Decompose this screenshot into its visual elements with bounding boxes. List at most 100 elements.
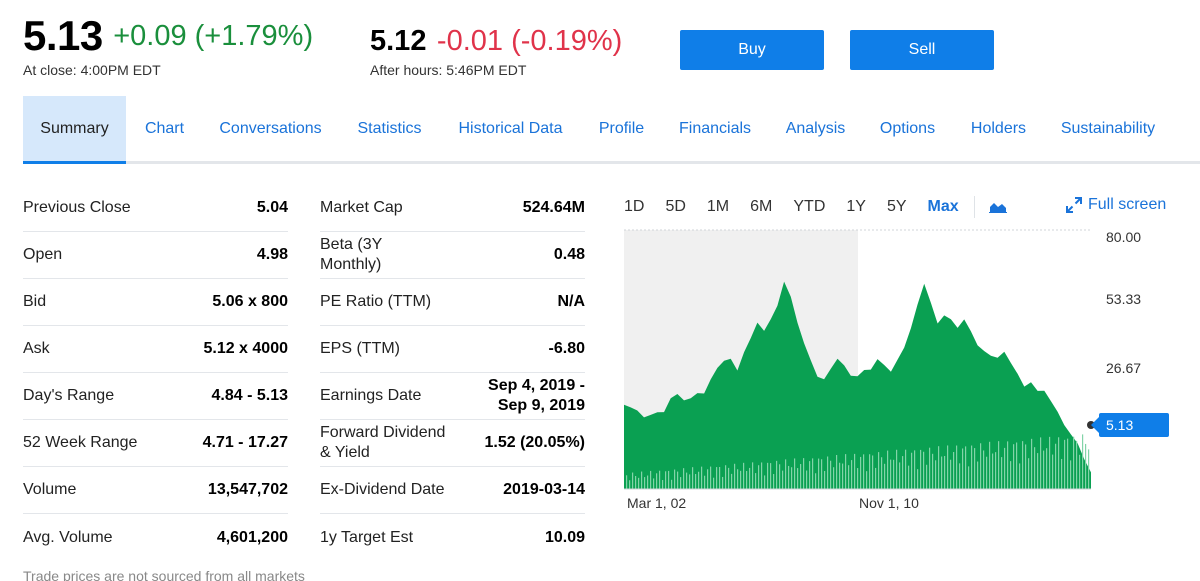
volume-bar [689,474,691,489]
range-1y[interactable]: 1Y [846,198,866,215]
volume-bar [788,465,790,489]
volume-bar [959,463,961,489]
volume-bar [1004,447,1006,489]
volume-bar [731,473,733,489]
stat-label: Volume [23,481,77,498]
volume-bar [746,470,748,489]
volume-bar [767,462,769,489]
tab-statistics[interactable]: Statistics [357,119,422,137]
tab-profile[interactable]: Profile [598,119,645,137]
volume-bar [848,465,850,489]
volume-bar [914,450,916,489]
range-5d[interactable]: 5D [665,198,686,215]
volume-bar [812,458,814,489]
stat-label: PE Ratio (TTM) [320,293,432,310]
volume-bar [860,456,862,489]
range-ytd[interactable]: YTD [793,198,826,215]
stat-value: 5.06 x 800 [212,293,288,310]
volume-bar [695,473,697,489]
volume-bar [890,459,892,489]
volume-bar [884,463,886,489]
y-axis-tick: 53.33 [1106,291,1142,307]
volume-bar [662,480,664,489]
volume-bar [1010,461,1012,489]
volume-bar [827,456,829,489]
buy-button[interactable]: Buy [680,30,824,70]
volume-bar [653,478,655,489]
volume-bar [686,472,688,489]
stat-value: 5.12 x 4000 [203,340,288,357]
tab-options[interactable]: Options [879,119,936,137]
volume-bar [953,452,955,489]
stat-label: Avg. Volume [23,528,113,546]
divider [973,196,975,218]
tab-chart[interactable]: Chart [144,119,185,137]
volume-bar [758,465,760,489]
stat-row-52-week-range: 52 Week Range 4.71 - 17.27 [23,420,288,467]
quote-header: 5.13 +0.09 (+1.79%) [23,12,313,60]
volume-bar [1019,463,1021,489]
volume-bar [677,471,679,489]
volume-bar [722,476,724,489]
volume-bar [713,477,715,489]
volume-bar [932,453,934,489]
volume-bar [1022,441,1024,489]
stat-value: 4.84 - 5.13 [211,387,289,404]
stat-value: N/A [557,293,585,310]
volume-bar [806,470,808,489]
tab-financials[interactable]: Financials [678,119,752,137]
stat-row-bid: Bid 5.06 x 800 [23,279,288,326]
volume-bar [707,469,709,489]
volume-bar [950,459,952,489]
range-max[interactable]: Max [927,198,959,215]
fullscreen-button[interactable]: Full screen [1066,196,1166,214]
volume-bar [974,448,976,489]
volume-bar [923,451,925,489]
volume-bar [947,445,949,489]
volume-bar [698,471,700,489]
volume-bar [1034,447,1036,489]
tab-historical-data[interactable]: Historical Data [458,119,563,137]
range-1d[interactable]: 1D [624,198,645,215]
stat-row-previous-close: Previous Close 5.04 [23,185,288,232]
volume-bar [992,453,994,489]
volume-bar [869,454,871,489]
range-5y[interactable]: 5Y [886,198,907,215]
stat-label: Ex-Dividend Date [320,481,445,498]
volume-bar [1058,437,1060,489]
sell-button[interactable]: Sell [850,30,994,70]
stat-label: Ask [23,340,50,357]
volume-bar [1067,438,1069,489]
tab-summary[interactable]: Summary [23,96,126,164]
volume-bar [956,445,958,489]
volume-bar [929,447,931,489]
stat-row-forward-dividend: Forward Dividend & Yield 1.52 (20.05%) [320,420,585,467]
stat-value: -6.80 [548,340,585,357]
volume-bar [887,450,889,489]
volume-bar [941,456,943,489]
volume-bar [866,471,868,489]
volume-bar [896,449,898,489]
volume-bar [656,473,658,489]
volume-bar [830,460,832,489]
volume-bar [980,443,982,489]
volume-bar [638,477,640,489]
volume-bar [854,453,856,489]
stat-label: 52 Week Range [23,434,138,451]
volume-bar [629,480,631,489]
volume-bar [815,473,817,489]
tab-conversations[interactable]: Conversations [219,119,322,137]
volume-bar [1046,448,1048,489]
volume-bar [797,468,799,489]
tab-sustainability[interactable]: Sustainability [1060,119,1156,137]
volume-bar [968,466,970,489]
volume-bar [764,475,766,489]
range-6m[interactable]: 6M [750,198,773,215]
volume-bar [875,467,877,489]
range-1m[interactable]: 1M [706,198,730,215]
volume-bar [989,441,991,489]
volume-bar [1028,458,1030,489]
mountain-chart-icon[interactable] [988,201,1007,213]
tab-analysis[interactable]: Analysis [785,119,846,137]
tab-holders[interactable]: Holders [970,119,1027,137]
